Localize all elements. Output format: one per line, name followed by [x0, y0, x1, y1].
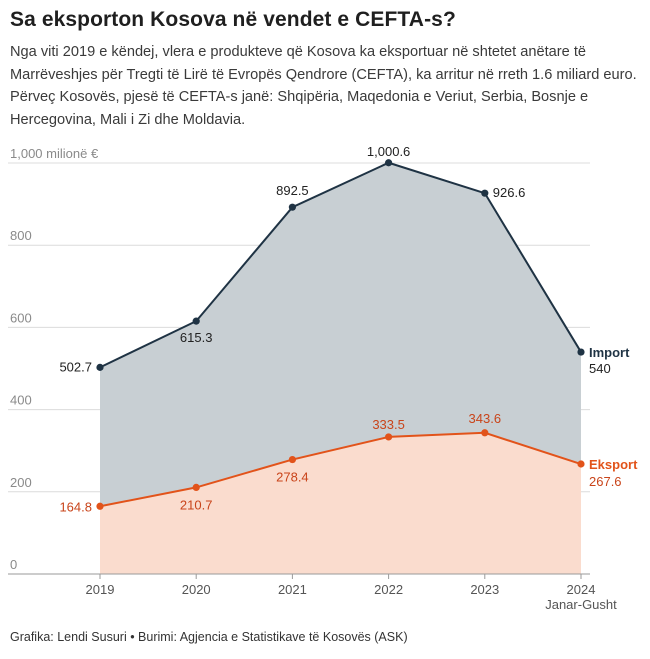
chart-subtitle: Nga viti 2019 e këndej, vlera e produkte… — [10, 44, 637, 128]
line-eksport — [99, 431, 582, 508]
data-label-eksport: 278.4 — [276, 470, 309, 485]
chart-footer: Grafika: Lendi Susuri • Burimi: Agjencia… — [10, 630, 408, 644]
point-import — [96, 363, 104, 371]
x-tick-label: 2020 — [182, 582, 211, 597]
point-import — [288, 203, 296, 211]
point-eksport — [192, 483, 200, 492]
point-eksport — [577, 460, 585, 468]
area-eksport — [100, 432, 581, 574]
series-label-import: Import — [589, 345, 630, 360]
data-label-import: 540 — [589, 361, 611, 376]
data-label-eksport: 267.6 — [589, 474, 622, 489]
data-label-import: 1,000.6 — [367, 144, 410, 159]
point-eksport — [96, 502, 104, 510]
point-import — [385, 159, 393, 167]
point-import — [481, 189, 489, 197]
point-eksport — [288, 455, 296, 464]
x-tick-label: 2023 — [470, 582, 499, 597]
x-tick-label: 2024 — [567, 582, 596, 597]
x-tick-label: 2022 — [374, 582, 403, 597]
y-tick-label: 200 — [10, 475, 32, 490]
x-tick-note: Janar-Gusht — [545, 597, 617, 612]
data-label-import: 926.6 — [493, 185, 526, 200]
y-tick-label: 400 — [10, 393, 32, 408]
point-import — [192, 317, 200, 325]
data-label-eksport: 164.8 — [59, 499, 92, 514]
series-label-eksport: Eksport — [589, 457, 638, 472]
point-eksport — [385, 433, 393, 441]
point-import — [577, 348, 585, 356]
data-label-eksport: 343.6 — [469, 411, 502, 426]
data-label-eksport: 333.5 — [372, 417, 405, 432]
y-tick-label: 0 — [10, 557, 17, 572]
data-label-eksport: 210.7 — [180, 497, 213, 512]
x-tick-label: 2021 — [278, 582, 307, 597]
y-unit-label: 1,000 milionë € — [10, 146, 99, 161]
data-label-import: 615.3 — [180, 330, 213, 345]
y-tick-label: 600 — [10, 310, 32, 325]
chart-title: Sa eksporton Kosova në vendet e CEFTA-s? — [10, 8, 456, 31]
data-label-import: 502.7 — [59, 359, 92, 374]
x-tick-label: 2019 — [86, 582, 115, 597]
y-tick-label: 800 — [10, 228, 32, 243]
data-label-import: 892.5 — [276, 183, 309, 198]
line-import — [99, 161, 582, 369]
point-eksport — [481, 429, 489, 437]
